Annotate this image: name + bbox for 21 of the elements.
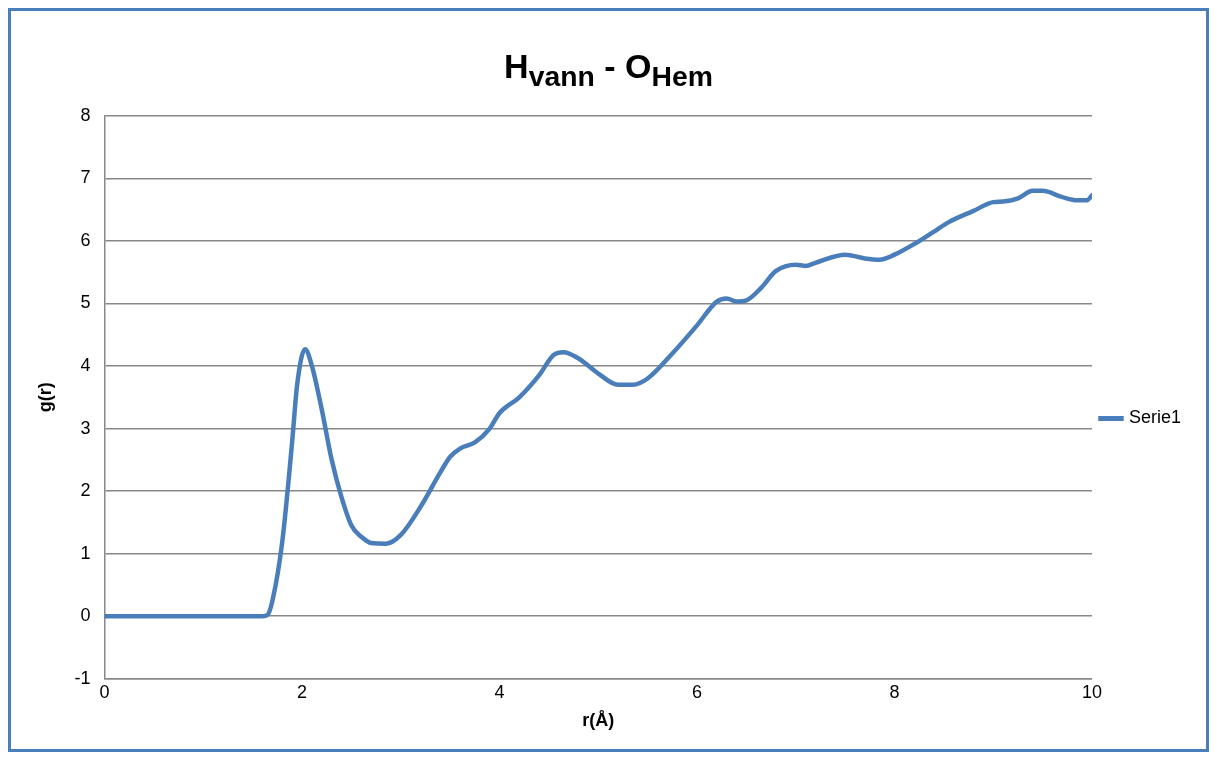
y-tick-label: 2 bbox=[80, 480, 91, 501]
x-tick-label: 10 bbox=[1081, 681, 1102, 702]
y-tick-label: 0 bbox=[80, 605, 91, 626]
x-tick-label: 8 bbox=[889, 681, 900, 702]
line-series bbox=[104, 188, 1092, 619]
legend-label: Serie1 bbox=[1128, 407, 1181, 428]
y-tick-label: -1 bbox=[74, 667, 91, 688]
y-tick-label: 3 bbox=[80, 417, 91, 438]
y-axis-title: g(r) bbox=[34, 382, 55, 413]
y-tick-label: 7 bbox=[80, 167, 91, 188]
x-axis-title: r(Å) bbox=[582, 710, 615, 731]
y-tick-label: 6 bbox=[80, 229, 91, 250]
x-tick-label: 2 bbox=[297, 681, 308, 702]
y-tick-label: 5 bbox=[80, 292, 91, 313]
x-tick-label: 4 bbox=[494, 681, 505, 702]
chart-title: H$_{vann}$ - O$_{Hem}$ bbox=[503, 46, 714, 92]
y-tick-label: 4 bbox=[80, 354, 91, 375]
x-tick-label: 6 bbox=[692, 681, 703, 702]
y-tick-label: 8 bbox=[80, 104, 91, 125]
y-tick-label: 1 bbox=[80, 542, 91, 563]
x-tick-label: 0 bbox=[99, 681, 110, 702]
